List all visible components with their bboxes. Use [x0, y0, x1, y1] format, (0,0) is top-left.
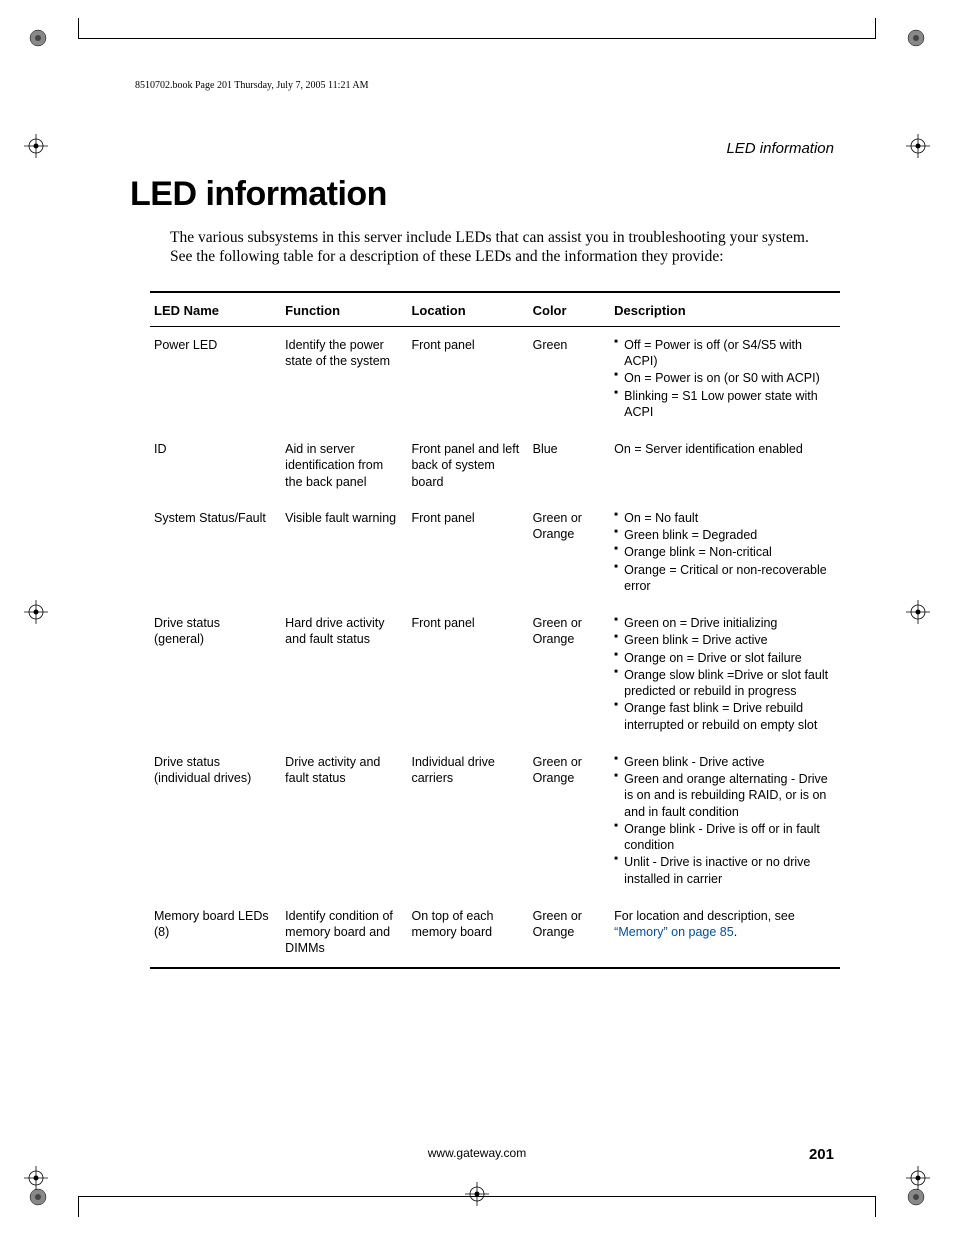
- col-header-description: Description: [610, 292, 840, 327]
- cell-led-name: Drive status (individual drives): [150, 744, 281, 898]
- description-list-item: Green blink = Degraded: [614, 527, 832, 543]
- registration-target-icon: [24, 134, 48, 163]
- cell-led-name: Power LED: [150, 326, 281, 431]
- description-list-item: Green blink = Drive active: [614, 632, 832, 648]
- description-list: On = No faultGreen blink = DegradedOrang…: [614, 510, 832, 594]
- crop-tick: [875, 18, 876, 38]
- registration-target-icon: [906, 134, 930, 163]
- cell-location: On top of each memory board: [407, 898, 528, 968]
- table-row: Drive status (individual drives)Drive ac…: [150, 744, 840, 898]
- cell-description: For location and description, see “Memor…: [610, 898, 840, 968]
- cell-color: Blue: [529, 431, 611, 500]
- running-head: LED information: [726, 140, 834, 157]
- description-text: For location and description, see: [614, 909, 795, 923]
- cell-function: Visible fault warning: [281, 500, 407, 605]
- table-row: Power LEDIdentify the power state of the…: [150, 326, 840, 431]
- table-row: Memory board LEDs (8)Identify condition …: [150, 898, 840, 968]
- cell-led-name: ID: [150, 431, 281, 500]
- cell-description: Green blink - Drive activeGreen and oran…: [610, 744, 840, 898]
- description-list-item: Orange blink = Non-critical: [614, 544, 832, 560]
- description-list-item: Off = Power is off (or S4/S5 with ACPI): [614, 337, 832, 370]
- page-footer: www.gateway.com 201: [100, 1146, 854, 1160]
- cell-description: On = Server identification enabled: [610, 431, 840, 500]
- cell-color: Green or Orange: [529, 744, 611, 898]
- cell-description: On = No faultGreen blink = DegradedOrang…: [610, 500, 840, 605]
- cell-led-name: Drive status (general): [150, 605, 281, 744]
- description-list: Off = Power is off (or S4/S5 with ACPI)O…: [614, 337, 832, 420]
- description-suffix: .: [734, 925, 737, 939]
- cell-color: Green or Orange: [529, 605, 611, 744]
- description-list-item: On = No fault: [614, 510, 832, 526]
- crop-tick: [78, 1197, 79, 1217]
- page: 8510702.book Page 201 Thursday, July 7, …: [0, 0, 954, 1235]
- cell-color: Green: [529, 326, 611, 431]
- header-meta-text: 8510702.book Page 201 Thursday, July 7, …: [135, 80, 369, 91]
- col-header-name: LED Name: [150, 292, 281, 327]
- registration-mark-icon: [28, 28, 48, 48]
- page-title: LED information: [130, 175, 854, 214]
- col-header-color: Color: [529, 292, 611, 327]
- table-row: System Status/FaultVisible fault warning…: [150, 500, 840, 605]
- crop-tick: [78, 18, 79, 38]
- registration-mark-icon: [906, 28, 926, 48]
- table-body: Power LEDIdentify the power state of the…: [150, 326, 840, 967]
- cell-location: Front panel and left back of system boar…: [407, 431, 528, 500]
- cell-description: Green on = Drive initializingGreen blink…: [610, 605, 840, 744]
- cell-color: Green or Orange: [529, 500, 611, 605]
- cell-location: Individual drive carriers: [407, 744, 528, 898]
- crop-tick: [875, 1197, 876, 1217]
- cell-function: Identify the power state of the system: [281, 326, 407, 431]
- description-list-item: Green and orange alternating - Drive is …: [614, 771, 832, 820]
- cell-function: Hard drive activity and fault status: [281, 605, 407, 744]
- cell-location: Front panel: [407, 326, 528, 431]
- description-list-item: Blinking = S1 Low power state with ACPI: [614, 388, 832, 421]
- led-table: LED Name Function Location Color Descrip…: [150, 291, 840, 969]
- cell-location: Front panel: [407, 500, 528, 605]
- description-list-item: Orange blink - Drive is off or in fault …: [614, 821, 832, 854]
- registration-target-icon: [465, 1182, 489, 1211]
- description-list-item: Orange on = Drive or slot failure: [614, 650, 832, 666]
- footer-page-number: 201: [809, 1146, 834, 1163]
- description-xref-link[interactable]: “Memory” on page 85: [614, 925, 734, 939]
- cell-function: Identify condition of memory board and D…: [281, 898, 407, 968]
- description-list-item: Orange slow blink =Drive or slot fault p…: [614, 667, 832, 700]
- registration-target-icon: [906, 600, 930, 629]
- description-list-item: Green blink - Drive active: [614, 754, 832, 770]
- footer-url: www.gateway.com: [100, 1146, 854, 1160]
- description-list-item: Green on = Drive initializing: [614, 615, 832, 631]
- description-list: Green on = Drive initializingGreen blink…: [614, 615, 832, 733]
- table-row: IDAid in server identification from the …: [150, 431, 840, 500]
- cell-description: Off = Power is off (or S4/S5 with ACPI)O…: [610, 326, 840, 431]
- cell-color: Green or Orange: [529, 898, 611, 968]
- registration-target-icon: [24, 600, 48, 629]
- intro-paragraph: The various subsystems in this server in…: [170, 228, 824, 267]
- description-list-item: On = Power is on (or S0 with ACPI): [614, 370, 832, 386]
- cell-location: Front panel: [407, 605, 528, 744]
- description-list-item: Orange fast blink = Drive rebuild interr…: [614, 700, 832, 733]
- cell-function: Drive activity and fault status: [281, 744, 407, 898]
- cell-led-name: System Status/Fault: [150, 500, 281, 605]
- description-list-item: Unlit - Drive is inactive or no drive in…: [614, 854, 832, 887]
- registration-target-icon: [906, 1166, 930, 1195]
- col-header-function: Function: [281, 292, 407, 327]
- description-list-item: Orange = Critical or non-recoverable err…: [614, 562, 832, 595]
- table-row: Drive status (general)Hard drive activit…: [150, 605, 840, 744]
- cell-function: Aid in server identification from the ba…: [281, 431, 407, 500]
- table-header-row: LED Name Function Location Color Descrip…: [150, 292, 840, 327]
- col-header-location: Location: [407, 292, 528, 327]
- crop-rule-top: [78, 38, 876, 39]
- registration-target-icon: [24, 1166, 48, 1195]
- cell-led-name: Memory board LEDs (8): [150, 898, 281, 968]
- description-list: Green blink - Drive activeGreen and oran…: [614, 754, 832, 887]
